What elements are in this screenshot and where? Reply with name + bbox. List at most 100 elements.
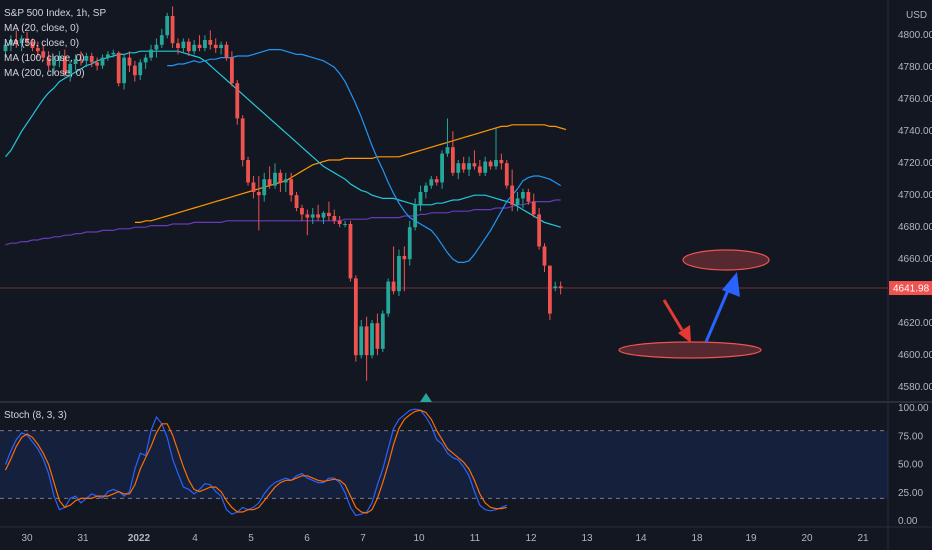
arrow-down-shaft xyxy=(662,299,684,331)
candle-body-16 xyxy=(89,56,94,63)
price-tick-label: 4620.00 xyxy=(898,318,932,329)
last-price-label: 4641.98 xyxy=(893,284,930,295)
candle-body-89 xyxy=(483,161,488,173)
candle-body-87 xyxy=(472,163,477,167)
candle-body-82 xyxy=(445,147,450,154)
candle-body-68 xyxy=(370,323,374,356)
candle-body-33 xyxy=(181,41,186,48)
candle-body-49 xyxy=(267,179,272,186)
candle-body-71 xyxy=(386,281,391,314)
candle-body-18 xyxy=(100,57,105,66)
candle-body-63 xyxy=(343,224,347,225)
ma50-line xyxy=(5,50,561,228)
stoch-tick-label: 50.00 xyxy=(898,460,923,471)
candle-body-26 xyxy=(143,57,148,63)
candle-body-17 xyxy=(95,62,100,66)
candle-body-84 xyxy=(456,163,461,173)
candle-body-42 xyxy=(229,57,234,84)
candle-body-38 xyxy=(208,40,213,45)
candle-body-91 xyxy=(494,160,498,167)
candle-body-76 xyxy=(413,204,418,228)
arrow-up-head xyxy=(722,272,740,297)
time-tick-label: 30 xyxy=(21,533,33,544)
candle-body-45 xyxy=(246,160,250,183)
candle-body-14 xyxy=(79,59,83,61)
candle-body-50 xyxy=(273,172,277,186)
legend-ma50: MA (50, close, 0) xyxy=(4,38,80,49)
candle-body-44 xyxy=(240,118,245,160)
candle-body-37 xyxy=(203,40,207,48)
candle-body-2 xyxy=(14,40,19,44)
legend-ma20: MA (20, close, 0) xyxy=(4,23,80,34)
last-price-badge xyxy=(889,281,932,296)
candle-body-54 xyxy=(294,195,299,208)
time-tick-label: 18 xyxy=(691,533,703,544)
candle-body-88 xyxy=(477,166,482,173)
price-tick-label: 4800.00 xyxy=(898,30,932,41)
candle-body-66 xyxy=(359,326,364,356)
candle-body-30 xyxy=(165,16,170,36)
price-tick-label: 4600.00 xyxy=(898,350,932,361)
time-tick-label: 5 xyxy=(248,533,254,544)
candle-body-77 xyxy=(418,192,423,205)
currency-label: USD xyxy=(906,10,927,21)
stoch-d-line xyxy=(4,409,507,514)
candle-body-81 xyxy=(440,153,444,183)
time-tick-label: 11 xyxy=(470,533,481,544)
legend-ma100: MA (100, close, 0) xyxy=(4,53,85,64)
candle-body-97 xyxy=(526,192,531,202)
time-tick-label: 13 xyxy=(581,533,593,544)
candle-body-32 xyxy=(176,43,180,48)
candle-body-64 xyxy=(348,224,353,279)
time-tick-label: 20 xyxy=(801,533,813,544)
candle-body-67 xyxy=(364,326,369,356)
chart-title: S&P 500 Index, 1h, SP xyxy=(4,8,107,19)
candle-body-58 xyxy=(316,214,321,218)
stoch-tick-label: 25.00 xyxy=(898,488,923,499)
target-zone-low xyxy=(618,341,762,359)
candle-body-102 xyxy=(553,286,558,288)
candle-body-94 xyxy=(510,185,515,205)
time-tick-label: 12 xyxy=(525,533,537,544)
time-tick-label: 4 xyxy=(192,533,198,544)
price-tick-label: 4760.00 xyxy=(898,94,932,105)
candle-body-1 xyxy=(8,40,13,45)
time-tick-label: 21 xyxy=(857,533,869,544)
candle-body-3 xyxy=(19,38,24,44)
candle-body-43 xyxy=(235,83,240,119)
price-tick-label: 4720.00 xyxy=(898,158,932,169)
time-tick-label: 14 xyxy=(635,533,647,544)
arrow-down-head xyxy=(678,325,691,343)
candle-body-46 xyxy=(251,182,256,192)
candle-body-75 xyxy=(407,227,412,260)
candle-body-65 xyxy=(353,278,358,356)
candle-body-29 xyxy=(159,35,164,45)
candle-body-72 xyxy=(391,281,396,292)
legend-ma200: MA (200, close, 0) xyxy=(4,68,85,79)
candle-body-59 xyxy=(321,212,326,218)
indicator-legend: S&P 500 Index, 1h, SP MA (20, close, 0) … xyxy=(4,6,106,81)
candle-body-103 xyxy=(558,286,563,288)
candle-body-10 xyxy=(57,56,62,61)
candle-body-101 xyxy=(547,265,552,314)
candle-body-78 xyxy=(424,185,428,192)
candle-body-20 xyxy=(111,52,116,55)
ma200-line xyxy=(134,124,567,223)
candle-body-93 xyxy=(504,163,509,186)
target-zone-high xyxy=(682,249,770,271)
stoch-k-line xyxy=(4,408,508,517)
candle-body-52 xyxy=(283,179,288,183)
price-tick-label: 4660.00 xyxy=(898,254,932,265)
time-tick-label: 7 xyxy=(360,533,366,544)
price-tick-label: 4580.00 xyxy=(898,382,932,393)
signal-marker-up xyxy=(420,393,432,402)
time-tick-label: 2022 xyxy=(128,533,151,544)
candle-body-9 xyxy=(52,60,56,66)
candle-body-55 xyxy=(300,208,304,215)
candle-body-98 xyxy=(531,201,536,215)
arrow-up-shaft xyxy=(704,287,731,343)
candle-body-73 xyxy=(397,256,401,292)
candle-body-0 xyxy=(3,44,8,52)
candle-body-62 xyxy=(337,220,342,224)
